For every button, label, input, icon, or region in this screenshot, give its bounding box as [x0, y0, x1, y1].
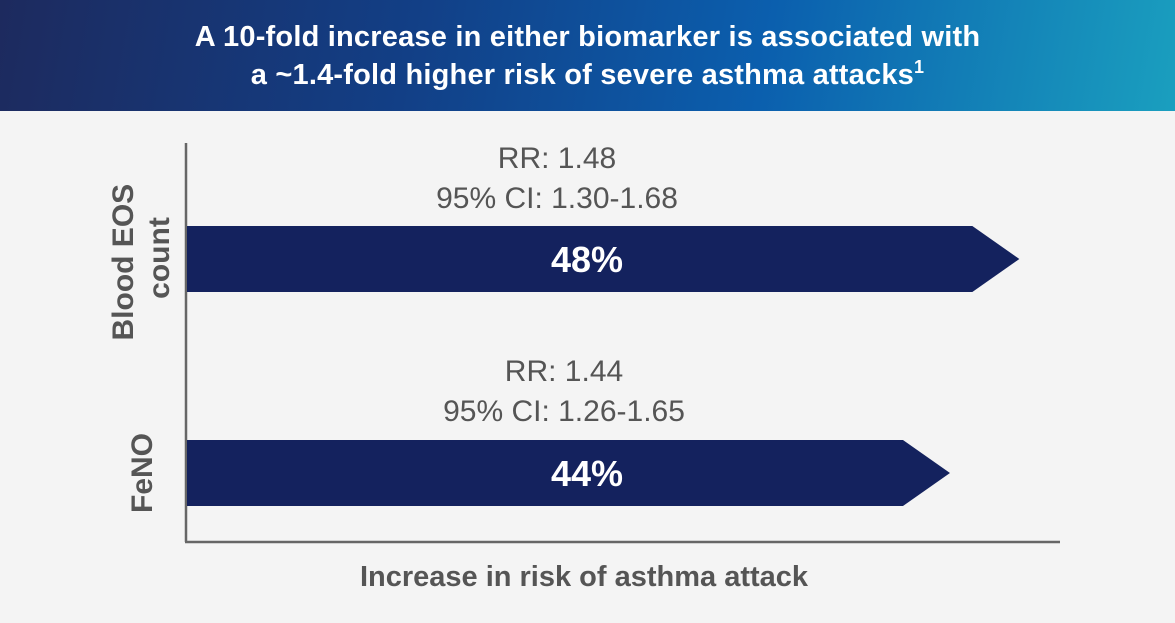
category-label-blood-eos-line-1: Blood EOS: [107, 184, 140, 341]
ci-text-feno: 95% CI: 1.26-1.65: [443, 395, 685, 428]
category-label-blood-eos-line-2: count: [143, 217, 176, 299]
title-line-2: a ~1.4-fold higher risk of severe asthma…: [0, 56, 1175, 94]
bar-value-label-feno: 44%: [551, 453, 623, 494]
bar-blood-eos: [187, 226, 1020, 292]
title-line-1: A 10-fold increase in either biomarker i…: [194, 21, 981, 53]
rr-text-feno: RR: 1.44: [505, 355, 623, 388]
title-superscript: 1: [913, 57, 925, 77]
bar-value-label-blood-eos: 48%: [551, 239, 623, 280]
rr-text-blood-eos: RR: 1.48: [498, 142, 616, 175]
ci-text-blood-eos: 95% CI: 1.30-1.68: [436, 182, 678, 215]
title-banner: A 10-fold increase in either biomarker i…: [0, 0, 1175, 111]
category-label-feno: FeNO: [126, 433, 159, 513]
x-axis-title: Increase in risk of asthma attack: [360, 561, 809, 593]
title-line-2-text: a ~1.4-fold higher risk of severe asthma…: [250, 59, 914, 91]
category-label-blood-eos: Blood EOS count: [107, 175, 176, 340]
bar-feno: [187, 440, 950, 506]
